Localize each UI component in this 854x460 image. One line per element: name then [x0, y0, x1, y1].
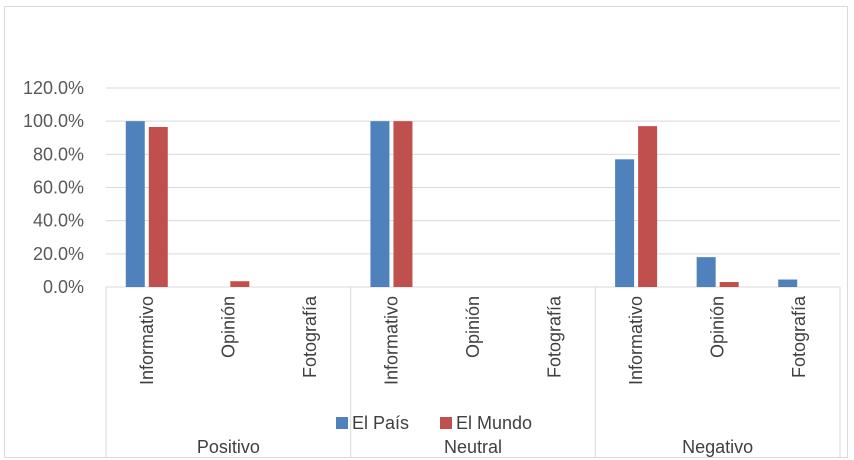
legend-label: El Mundo	[456, 413, 532, 433]
x-category-label: Informativo	[626, 296, 646, 385]
group-label: Negativo	[682, 437, 753, 457]
bar	[696, 257, 716, 287]
bar	[148, 126, 168, 288]
bar	[393, 121, 413, 288]
x-category-label: Fotografía	[789, 295, 809, 378]
y-tick-label: 60.0%	[33, 178, 84, 198]
x-category-label: Fotografía	[545, 295, 565, 378]
legend-label: El País	[352, 413, 409, 433]
x-category-label: Opinión	[708, 296, 728, 358]
bar	[778, 279, 798, 287]
y-tick-label: 100.0%	[23, 111, 84, 131]
x-category-label: Opinión	[463, 296, 483, 358]
bar	[230, 281, 250, 287]
group-label: Neutral	[444, 437, 502, 457]
legend-swatch	[440, 417, 452, 429]
bar	[125, 121, 145, 288]
y-tick-label: 120.0%	[23, 78, 84, 98]
x-category-label: Opinión	[218, 296, 238, 358]
x-category-label: Informativo	[137, 296, 157, 385]
bar	[615, 159, 635, 287]
bar	[370, 121, 390, 288]
y-tick-label: 80.0%	[33, 144, 84, 164]
bar	[638, 126, 658, 288]
x-category-label: Fotografía	[300, 295, 320, 378]
y-tick-label: 40.0%	[33, 211, 84, 231]
y-tick-label: 20.0%	[33, 244, 84, 264]
x-category-label: Informativo	[381, 296, 401, 385]
legend-swatch	[336, 417, 348, 429]
group-label: Positivo	[197, 437, 260, 457]
y-tick-label: 0.0%	[43, 277, 84, 297]
bar	[719, 282, 739, 287]
